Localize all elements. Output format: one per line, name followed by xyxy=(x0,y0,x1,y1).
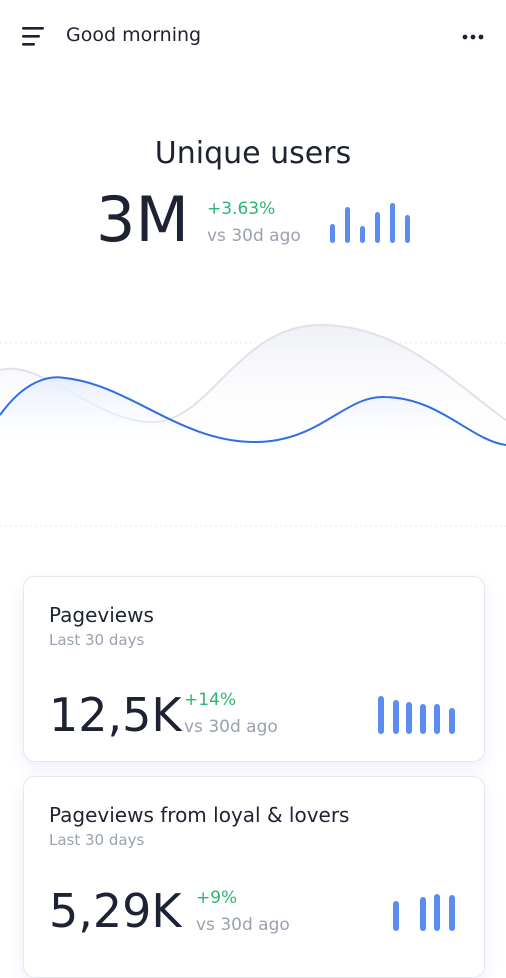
summary-change: +3.63% xyxy=(207,199,276,219)
summary-sparkbars xyxy=(330,203,410,243)
summary-value: 3M xyxy=(96,183,189,256)
more-icon[interactable] xyxy=(462,32,486,42)
loyal-pageviews-card[interactable]: Pageviews from loyal & lovers Last 30 da… xyxy=(23,776,485,978)
card-sparkbars xyxy=(393,894,455,931)
card-comparison: vs 30d ago xyxy=(196,915,290,935)
card-value: 5,29K xyxy=(49,884,182,938)
trend-chart xyxy=(0,323,506,527)
card-change: +14% xyxy=(184,690,237,710)
menu-icon[interactable] xyxy=(22,26,46,48)
card-change: +9% xyxy=(196,888,238,908)
card-period: Last 30 days xyxy=(49,831,145,849)
card-sparkbars xyxy=(378,696,455,734)
card-period: Last 30 days xyxy=(49,631,145,649)
summary-comparison: vs 30d ago xyxy=(207,226,301,246)
pageviews-card[interactable]: Pageviews Last 30 days 12,5K +14% vs 30d… xyxy=(23,576,485,762)
screen: Good morning Unique users 3M +3.63% vs 3… xyxy=(0,24,506,978)
card-title: Pageviews from loyal & lovers xyxy=(49,803,350,827)
card-title: Pageviews xyxy=(49,603,154,627)
greeting: Good morning xyxy=(66,24,202,46)
card-comparison: vs 30d ago xyxy=(184,717,278,737)
summary-title: Unique users xyxy=(154,136,352,171)
card-value: 12,5K xyxy=(49,688,182,742)
